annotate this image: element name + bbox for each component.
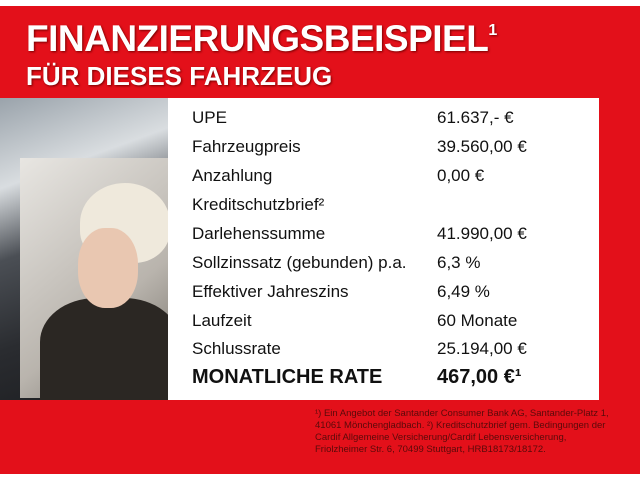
table-row: Schlussrate 25.194,00 €: [192, 339, 592, 367]
table-row: Anzahlung 0,00 €: [192, 166, 592, 194]
page-title: FINANZIERUNGSBEISPIEL1: [26, 18, 497, 60]
financing-table: UPE 61.637,- € Fahrzeugpreis 39.560,00 € A…: [168, 98, 599, 400]
table-row: Effektiver Jahreszins 6,49 %: [192, 282, 592, 310]
row-label: Kreditschutzbrief²: [192, 195, 325, 214]
row-value: 39.560,00 €: [437, 137, 527, 156]
table-row: Darlehenssumme 41.990,00 €: [192, 224, 592, 252]
row-label: Fahrzeugpreis: [192, 137, 301, 156]
table-row: Fahrzeugpreis 39.560,00 €: [192, 137, 592, 165]
row-value: 6,3 %: [437, 253, 481, 272]
row-value: 60 Monate: [437, 311, 518, 330]
row-label: Schlussrate: [192, 339, 281, 358]
title-text: FINANZIERUNGSBEISPIEL: [26, 18, 489, 59]
row-label: Laufzeit: [192, 311, 252, 330]
row-label: Sollzinssatz (gebunden) p.a.: [192, 253, 407, 272]
row-value: 61.637,- €: [437, 108, 514, 127]
row-label: Darlehenssumme: [192, 224, 326, 243]
row-value: 0,00 €: [437, 166, 485, 185]
total-value: 467,00 €¹: [437, 366, 522, 388]
row-value: 41.990,00 €: [437, 224, 527, 243]
table-row: Sollzinssatz (gebunden) p.a. 6,3 %: [192, 253, 592, 281]
table-row: Laufzeit 60 Monate: [192, 311, 592, 339]
table-row: UPE 61.637,- €: [192, 108, 592, 136]
monthly-rate-row: MONATLICHE RATE 467,00 €¹: [192, 366, 592, 394]
table-row: Kreditschutzbrief²: [192, 195, 592, 223]
total-label: MONATLICHE RATE: [192, 366, 383, 388]
woman-in-car-photo: [0, 98, 168, 400]
row-value: 6,49 %: [437, 282, 490, 301]
title-footnote-mark: 1: [488, 22, 497, 39]
page-subtitle: FÜR DIESES FAHRZEUG: [26, 61, 333, 91]
row-value: 25.194,00 €: [437, 339, 527, 358]
row-label: Effektiver Jahreszins: [192, 282, 349, 301]
footnote: ¹) Ein Angebot der Santander Consumer Ba…: [315, 408, 609, 455]
row-label: Anzahlung: [192, 166, 273, 185]
row-label: UPE: [192, 108, 227, 127]
